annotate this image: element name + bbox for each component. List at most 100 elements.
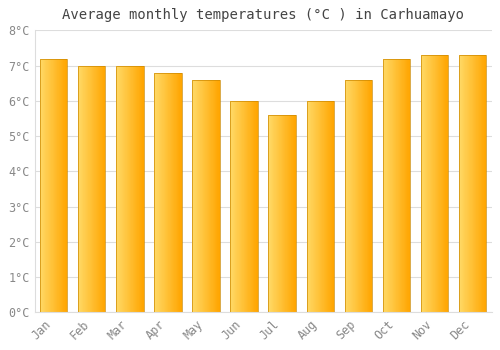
Bar	[243, 101, 244, 313]
Bar	[210, 80, 211, 313]
Bar	[254, 101, 255, 313]
Bar	[329, 101, 330, 313]
Bar	[439, 55, 440, 313]
Bar	[271, 115, 272, 313]
Bar	[407, 59, 408, 313]
Bar	[54, 59, 56, 313]
Bar	[310, 101, 311, 313]
Bar	[382, 59, 410, 313]
Bar	[127, 66, 128, 313]
Bar	[238, 101, 239, 313]
Bar	[192, 80, 193, 313]
Bar	[293, 115, 294, 313]
Bar	[66, 59, 67, 313]
Bar	[245, 101, 246, 313]
Bar	[323, 101, 324, 313]
Bar	[196, 80, 197, 313]
Bar	[63, 59, 64, 313]
Bar	[288, 115, 290, 313]
Bar	[80, 66, 82, 313]
Bar	[358, 80, 359, 313]
Bar	[205, 80, 206, 313]
Bar	[200, 80, 201, 313]
Bar	[47, 59, 48, 313]
Bar	[282, 115, 284, 313]
Bar	[353, 80, 354, 313]
Bar	[56, 59, 57, 313]
Bar	[58, 59, 59, 313]
Bar	[442, 55, 443, 313]
Bar	[312, 101, 313, 313]
Bar	[354, 80, 355, 313]
Bar	[322, 101, 323, 313]
Bar	[389, 59, 390, 313]
Bar	[51, 59, 52, 313]
Bar	[409, 59, 410, 313]
Bar	[159, 73, 160, 313]
Bar	[90, 66, 91, 313]
Bar	[143, 66, 144, 313]
Bar	[459, 55, 460, 313]
Bar	[482, 55, 483, 313]
Bar	[397, 59, 398, 313]
Bar	[425, 55, 426, 313]
Bar	[91, 66, 92, 313]
Bar	[43, 59, 44, 313]
Bar	[291, 115, 292, 313]
Bar	[279, 115, 280, 313]
Bar	[217, 80, 218, 313]
Bar	[467, 55, 468, 313]
Bar	[174, 73, 175, 313]
Bar	[42, 59, 43, 313]
Bar	[40, 59, 41, 313]
Bar	[438, 55, 439, 313]
Bar	[356, 80, 357, 313]
Bar	[195, 80, 196, 313]
Bar	[132, 66, 133, 313]
Bar	[49, 59, 50, 313]
Bar	[430, 55, 431, 313]
Bar	[215, 80, 216, 313]
Bar	[286, 115, 287, 313]
Bar	[101, 66, 102, 313]
Bar	[385, 59, 386, 313]
Bar	[280, 115, 281, 313]
Bar	[219, 80, 220, 313]
Bar	[94, 66, 95, 313]
Bar	[65, 59, 66, 313]
Bar	[444, 55, 445, 313]
Bar	[252, 101, 253, 313]
Bar	[390, 59, 391, 313]
Bar	[140, 66, 141, 313]
Bar	[128, 66, 129, 313]
Bar	[251, 101, 252, 313]
Title: Average monthly temperatures (°C ) in Carhuamayo: Average monthly temperatures (°C ) in Ca…	[62, 8, 464, 22]
Bar	[121, 66, 122, 313]
Bar	[313, 101, 314, 313]
Bar	[246, 101, 247, 313]
Bar	[129, 66, 130, 313]
Bar	[53, 59, 54, 313]
Bar	[349, 80, 350, 313]
Bar	[199, 80, 200, 313]
Bar	[130, 66, 131, 313]
Bar	[240, 101, 241, 313]
Bar	[214, 80, 215, 313]
Bar	[468, 55, 469, 313]
Bar	[253, 101, 254, 313]
Bar	[236, 101, 237, 313]
Bar	[134, 66, 136, 313]
Bar	[362, 80, 364, 313]
Bar	[124, 66, 125, 313]
Bar	[164, 73, 165, 313]
Bar	[307, 101, 308, 313]
Bar	[427, 55, 428, 313]
Bar	[370, 80, 371, 313]
Bar	[404, 59, 405, 313]
Bar	[59, 59, 60, 313]
Bar	[277, 115, 278, 313]
Bar	[460, 55, 461, 313]
Bar	[244, 101, 245, 313]
Bar	[459, 55, 486, 313]
Bar	[350, 80, 351, 313]
